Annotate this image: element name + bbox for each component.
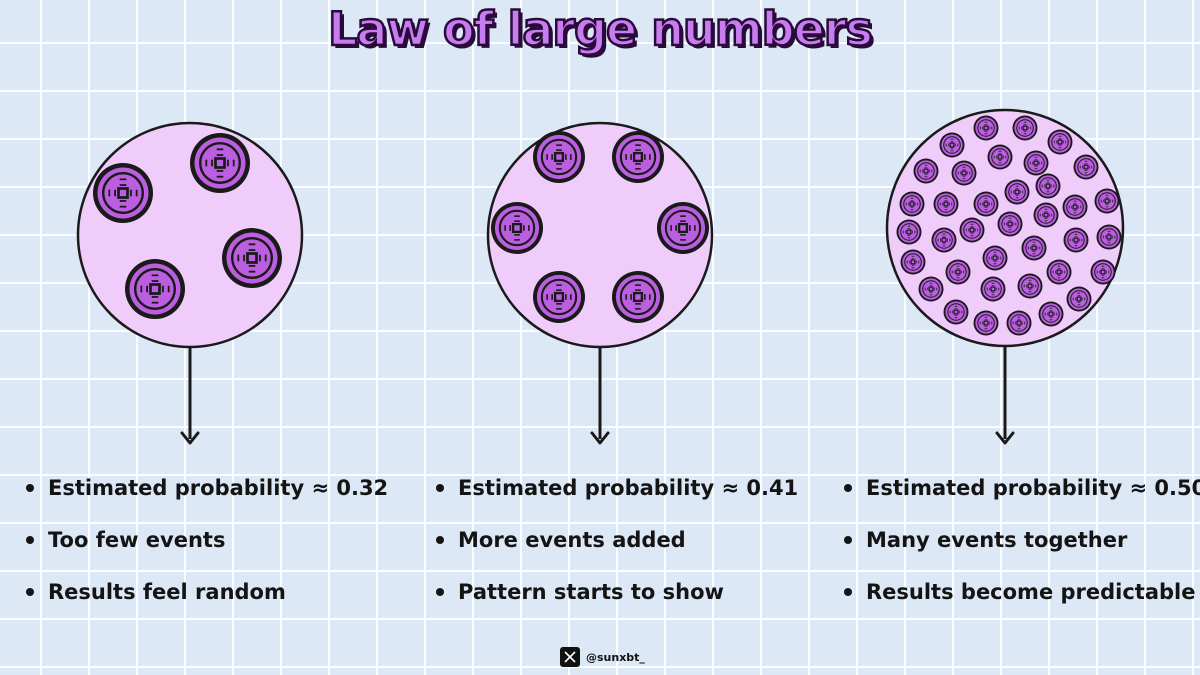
coin-icon [1017,273,1043,299]
coin-icon [1035,173,1061,199]
coin-icon [491,202,543,254]
coin-icon [1046,259,1072,285]
coin-icon [1012,115,1038,141]
coin-icon [1063,227,1089,253]
coin-icon [533,271,585,323]
panel-2-sample-circle [486,121,714,349]
coin-icon [1062,194,1088,220]
coin-icon [657,202,709,254]
coin-icon [899,191,925,217]
coin-icon [1094,188,1120,214]
coin-icon [222,228,282,288]
coin-icon [982,245,1008,271]
panel-3-note: Many events together [842,522,1200,574]
panel-3-down-arrow-icon [995,346,1015,445]
panel-3-conclusion: Results become predictable [842,574,1200,626]
coin-icon [612,271,664,323]
author-credit: @sunxbt_ [560,647,645,667]
coin-icon [1047,129,1073,155]
coin-icon [1096,224,1122,250]
coin-icon [93,163,153,223]
coin-icon [612,131,664,183]
coin-icon [918,276,944,302]
coin-icon [973,115,999,141]
panel-2-note: More events added [434,522,798,574]
coin-icon [1073,154,1099,180]
coin-icon [1033,202,1059,228]
panel-2-bullet-list: Estimated probability ≈ 0.41 More events… [434,470,798,626]
coin-icon [913,158,939,184]
panel-1-down-arrow-icon [180,347,200,445]
coin-icon [1066,286,1092,312]
page-title: Law of large numbers [327,1,874,58]
coin-icon [125,259,185,319]
coin-icon [896,219,922,245]
coin-icon [1021,235,1047,261]
panel-1-conclusion: Results feel random [24,574,388,626]
coin-icon [1004,179,1030,205]
panel-2-probability: Estimated probability ≈ 0.41 [434,470,798,522]
coin-icon [1038,301,1064,327]
panel-3-probability: Estimated probability ≈ 0.50 [842,470,1200,522]
coin-icon [959,217,985,243]
x-logo-icon [560,647,580,667]
coin-icon [980,276,1006,302]
panel-3-sample-circle [885,108,1125,348]
coin-icon [939,132,965,158]
panel-2-down-arrow-icon [590,347,610,445]
panel-2-conclusion: Pattern starts to show [434,574,798,626]
coin-icon [943,299,969,325]
coin-icon [987,144,1013,170]
panel-3-bullet-list: Estimated probability ≈ 0.50 Many events… [842,470,1200,626]
author-handle: @sunxbt_ [586,650,645,664]
coin-icon [973,310,999,336]
coin-icon [900,249,926,275]
panel-1-probability: Estimated probability ≈ 0.32 [24,470,388,522]
panel-1-note: Too few events [24,522,388,574]
coin-icon [931,227,957,253]
coin-icon [951,160,977,186]
coin-icon [933,191,959,217]
coin-icon [997,211,1023,237]
coin-icon [533,131,585,183]
coin-icon [1006,310,1032,336]
coin-icon [1023,150,1049,176]
coin-icon [1090,259,1116,285]
coin-icon [973,191,999,217]
coin-icon [945,259,971,285]
coin-icon [190,133,250,193]
panel-1-sample-circle [76,121,304,349]
panel-1-bullet-list: Estimated probability ≈ 0.32 Too few eve… [24,470,388,626]
